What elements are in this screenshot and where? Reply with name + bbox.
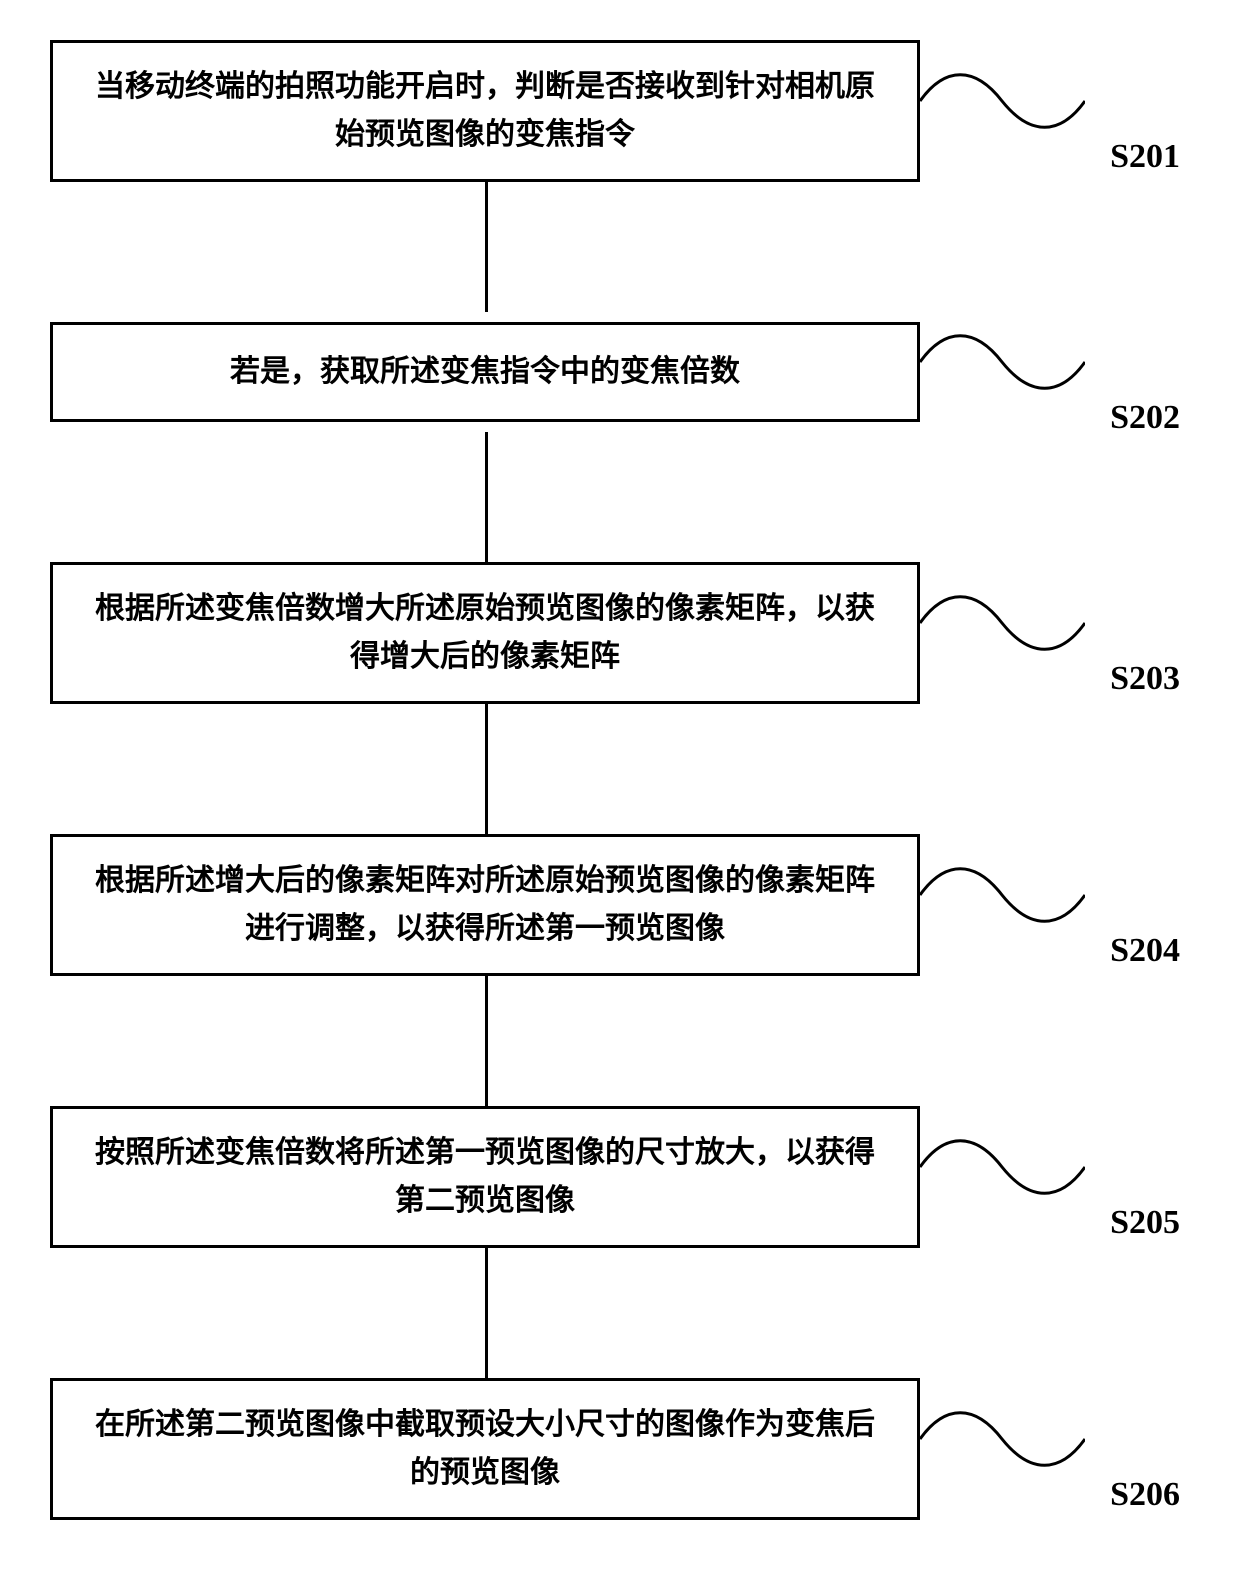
wave-icon bbox=[920, 1399, 1085, 1479]
step-row: 若是，获取所述变焦指令中的变焦倍数 S202 bbox=[50, 312, 1190, 432]
step-id-label: S202 bbox=[1110, 399, 1180, 437]
wave-label: S205 bbox=[920, 1117, 1190, 1237]
step-id-label: S205 bbox=[1110, 1204, 1180, 1242]
step-box-s202: 若是，获取所述变焦指令中的变焦倍数 bbox=[50, 322, 920, 422]
wave-label: S206 bbox=[920, 1389, 1190, 1509]
flowchart-container: 当移动终端的拍照功能开启时，判断是否接收到针对相机原始预览图像的变焦指令 S20… bbox=[50, 40, 1190, 1520]
step-box-s201: 当移动终端的拍照功能开启时，判断是否接收到针对相机原始预览图像的变焦指令 bbox=[50, 40, 920, 182]
wave-label: S204 bbox=[920, 845, 1190, 965]
step-id-label: S204 bbox=[1110, 932, 1180, 970]
step-id-label: S203 bbox=[1110, 660, 1180, 698]
wave-label: S201 bbox=[920, 51, 1190, 171]
connector bbox=[485, 976, 488, 1106]
connector bbox=[485, 704, 488, 834]
step-row: 按照所述变焦倍数将所述第一预览图像的尺寸放大，以获得第二预览图像 S205 bbox=[50, 1106, 1190, 1248]
step-box-s203: 根据所述变焦倍数增大所述原始预览图像的像素矩阵，以获得增大后的像素矩阵 bbox=[50, 562, 920, 704]
step-box-s204: 根据所述增大后的像素矩阵对所述原始预览图像的像素矩阵进行调整，以获得所述第一预览… bbox=[50, 834, 920, 976]
wave-label: S202 bbox=[920, 312, 1190, 432]
step-text: 按照所述变焦倍数将所述第一预览图像的尺寸放大，以获得第二预览图像 bbox=[83, 1129, 887, 1225]
wave-icon bbox=[920, 61, 1085, 141]
connector bbox=[485, 1248, 488, 1378]
wave-icon bbox=[920, 1127, 1085, 1207]
step-id-label: S206 bbox=[1110, 1476, 1180, 1514]
connector bbox=[485, 432, 488, 562]
step-id-label: S201 bbox=[1110, 138, 1180, 176]
step-row: 根据所述变焦倍数增大所述原始预览图像的像素矩阵，以获得增大后的像素矩阵 S203 bbox=[50, 562, 1190, 704]
step-text: 当移动终端的拍照功能开启时，判断是否接收到针对相机原始预览图像的变焦指令 bbox=[83, 63, 887, 159]
wave-icon bbox=[920, 855, 1085, 935]
step-row: 当移动终端的拍照功能开启时，判断是否接收到针对相机原始预览图像的变焦指令 S20… bbox=[50, 40, 1190, 182]
step-row: 在所述第二预览图像中截取预设大小尺寸的图像作为变焦后的预览图像 S206 bbox=[50, 1378, 1190, 1520]
step-box-s206: 在所述第二预览图像中截取预设大小尺寸的图像作为变焦后的预览图像 bbox=[50, 1378, 920, 1520]
wave-icon bbox=[920, 583, 1085, 663]
step-box-s205: 按照所述变焦倍数将所述第一预览图像的尺寸放大，以获得第二预览图像 bbox=[50, 1106, 920, 1248]
step-text: 根据所述变焦倍数增大所述原始预览图像的像素矩阵，以获得增大后的像素矩阵 bbox=[83, 585, 887, 681]
step-text: 若是，获取所述变焦指令中的变焦倍数 bbox=[230, 348, 740, 396]
step-text: 根据所述增大后的像素矩阵对所述原始预览图像的像素矩阵进行调整，以获得所述第一预览… bbox=[83, 857, 887, 953]
connector bbox=[485, 182, 488, 312]
wave-icon bbox=[920, 322, 1085, 402]
wave-label: S203 bbox=[920, 573, 1190, 693]
step-row: 根据所述增大后的像素矩阵对所述原始预览图像的像素矩阵进行调整，以获得所述第一预览… bbox=[50, 834, 1190, 976]
step-text: 在所述第二预览图像中截取预设大小尺寸的图像作为变焦后的预览图像 bbox=[83, 1401, 887, 1497]
